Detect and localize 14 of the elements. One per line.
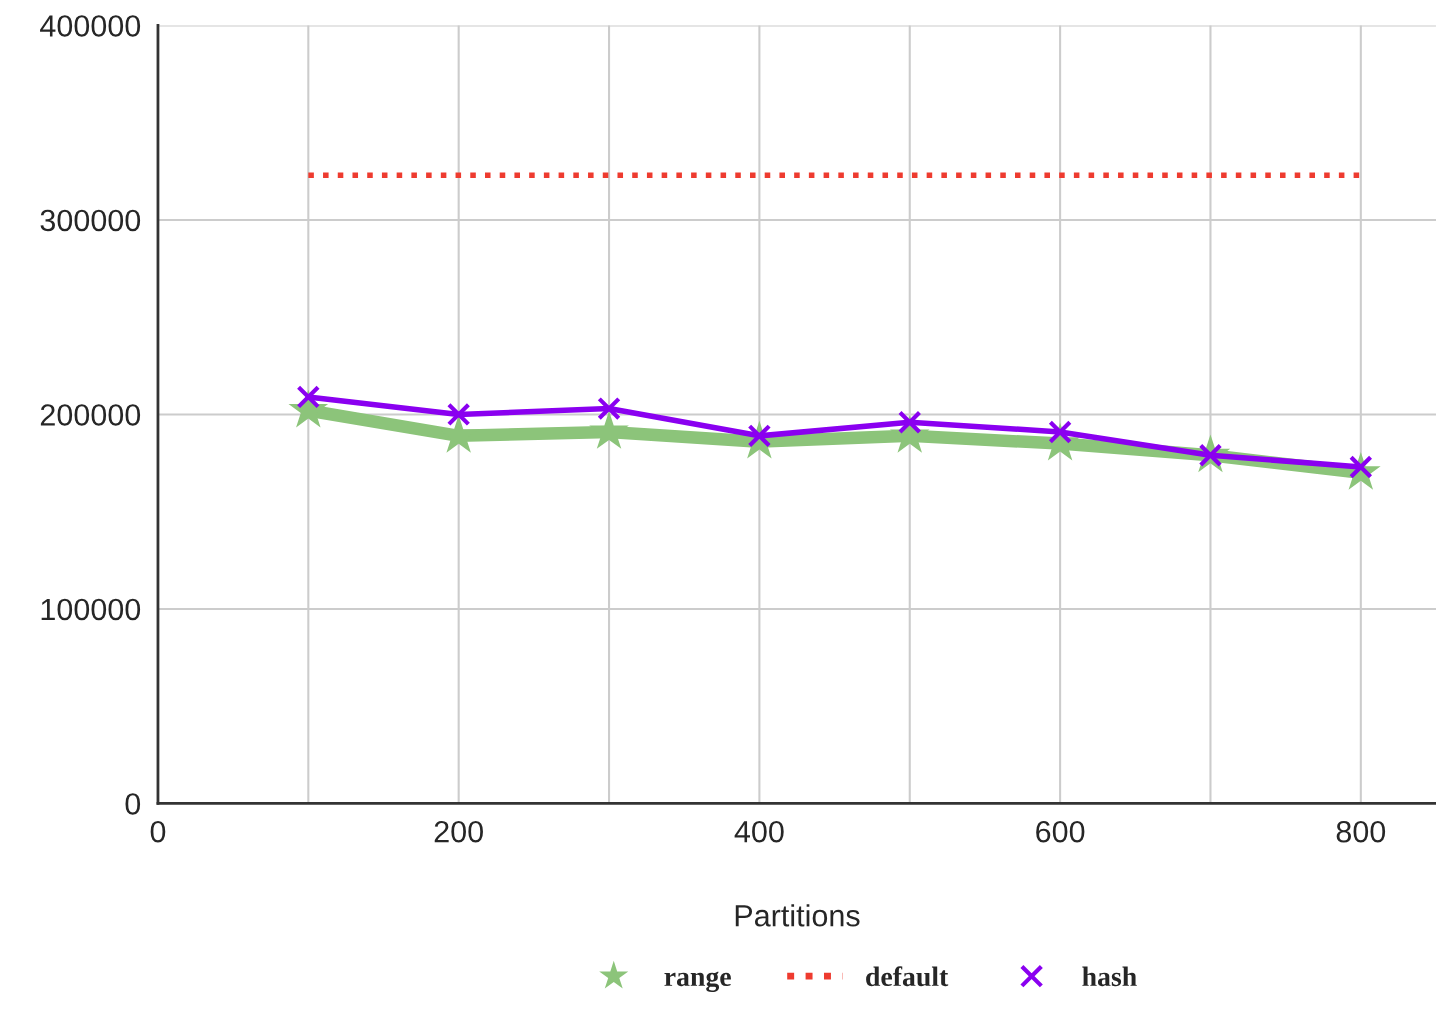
x-tick-label: 0: [150, 820, 166, 843]
y-tick-label: 200000: [40, 404, 141, 426]
x-tick-label: 400: [734, 820, 784, 843]
x-axis-title: Partitions: [735, 904, 860, 927]
y-tick-label: 300000: [40, 209, 141, 232]
x-tick-label: 600: [1036, 820, 1085, 843]
y-tick-label: 0: [125, 793, 141, 815]
y-tick-label: 400000: [40, 15, 141, 37]
legend-label: range: [664, 971, 731, 992]
legend-label: hash: [1082, 966, 1137, 987]
legend-label: default: [866, 966, 949, 987]
x-tick-label: 200: [434, 820, 483, 843]
y-tick-label: 100000: [41, 598, 141, 621]
x-tick-label: 800: [1336, 820, 1386, 843]
